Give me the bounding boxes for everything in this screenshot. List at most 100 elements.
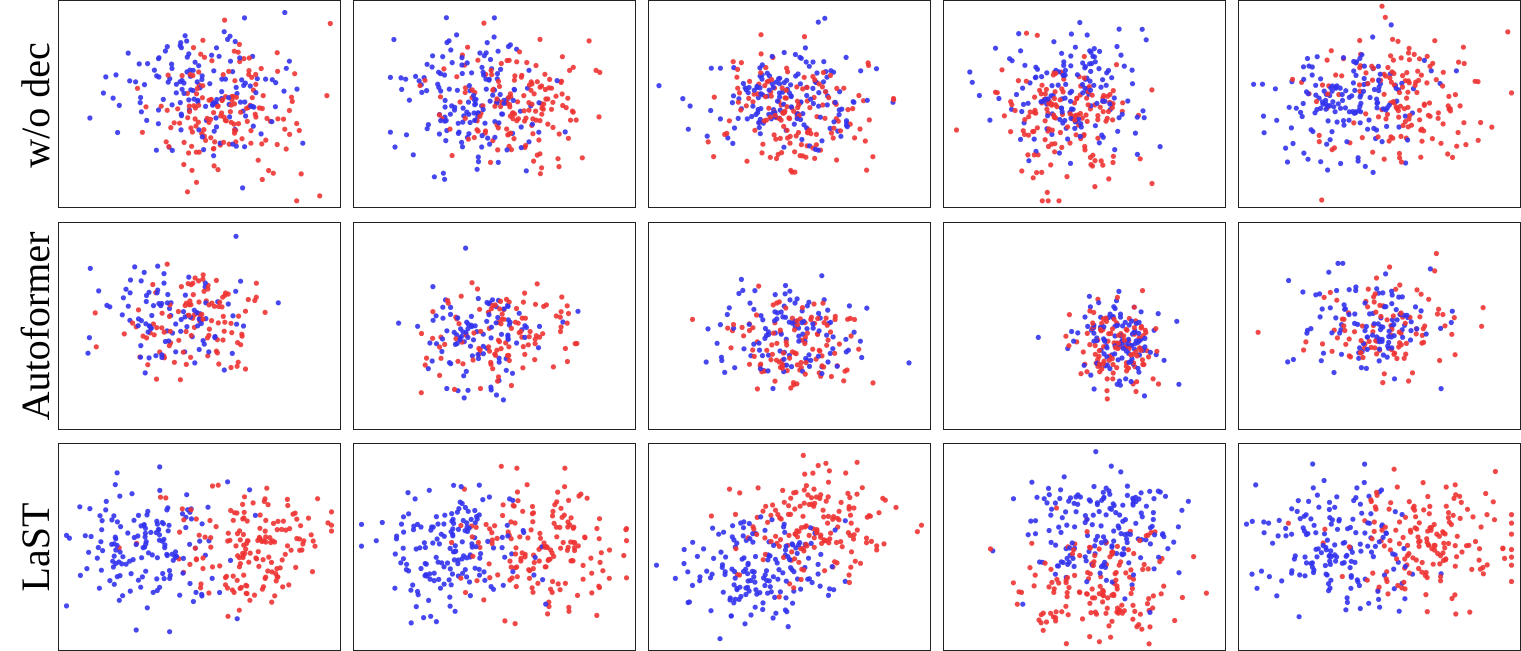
blue-point <box>1141 115 1147 121</box>
red-point <box>1067 140 1073 146</box>
red-point <box>153 376 160 382</box>
blue-point <box>1059 109 1065 115</box>
blue-point <box>450 526 456 532</box>
red-point <box>621 552 627 559</box>
blue-point <box>1380 534 1386 541</box>
red-point <box>449 152 455 159</box>
red-point <box>596 584 603 591</box>
red-point <box>870 380 876 386</box>
red-point <box>552 502 558 508</box>
blue-point <box>740 80 747 87</box>
blue-point <box>153 353 159 359</box>
red-point <box>1143 533 1149 539</box>
blue-point <box>1303 560 1310 566</box>
red-point <box>1387 538 1393 544</box>
red-point <box>211 163 217 169</box>
blue-point <box>1311 522 1317 528</box>
blue-point <box>1057 495 1063 502</box>
scatter-panel <box>1238 0 1521 208</box>
red-point <box>305 515 312 521</box>
blue-point <box>143 321 149 327</box>
blue-point <box>1092 543 1098 549</box>
red-point <box>500 512 506 519</box>
blue-point <box>1392 509 1398 515</box>
red-point <box>1391 466 1397 472</box>
blue-point <box>1098 84 1104 90</box>
red-point <box>847 494 853 501</box>
blue-point <box>1374 105 1380 111</box>
blue-point <box>139 574 145 580</box>
blue-point <box>448 582 454 588</box>
red-point <box>532 336 538 342</box>
red-point <box>1406 499 1412 505</box>
red-point <box>1386 138 1392 144</box>
red-point <box>1071 100 1078 106</box>
blue-point <box>1098 540 1104 546</box>
blue-point <box>703 359 709 365</box>
blue-point <box>1097 570 1103 576</box>
red-point <box>186 312 192 318</box>
blue-point <box>1315 546 1321 552</box>
red-point <box>231 127 238 133</box>
red-point <box>1144 601 1151 607</box>
red-point <box>1508 554 1515 560</box>
blue-point <box>704 133 710 139</box>
blue-point <box>1045 485 1052 491</box>
red-point <box>1411 51 1417 58</box>
red-point <box>851 316 858 323</box>
red-point <box>1092 552 1098 559</box>
blue-point <box>180 570 186 576</box>
red-point <box>559 91 565 97</box>
blue-point <box>1063 509 1069 515</box>
blue-point <box>116 597 122 603</box>
blue-point <box>460 570 466 576</box>
red-point <box>497 306 503 312</box>
blue-point <box>1116 378 1123 384</box>
blue-point <box>1124 492 1130 498</box>
blue-point <box>836 112 842 118</box>
blue-point <box>1124 483 1130 489</box>
red-point <box>430 309 436 315</box>
red-point <box>536 558 542 564</box>
red-point <box>193 516 199 522</box>
red-point <box>788 495 794 501</box>
blue-point <box>775 576 781 582</box>
red-point <box>789 549 795 555</box>
blue-point <box>238 278 244 284</box>
red-point <box>495 125 501 131</box>
blue-point <box>1125 336 1132 342</box>
blue-point <box>1365 520 1371 526</box>
red-point <box>220 337 226 343</box>
blue-point <box>154 73 160 79</box>
blue-point <box>156 537 162 543</box>
red-point <box>800 513 806 519</box>
red-point <box>1424 574 1430 581</box>
red-point <box>1405 50 1412 56</box>
blue-point <box>1368 549 1375 555</box>
blue-point <box>155 263 161 269</box>
blue-point <box>213 45 220 51</box>
blue-point <box>441 72 448 78</box>
red-point <box>525 342 531 348</box>
blue-point <box>421 540 427 546</box>
blue-point <box>689 582 696 589</box>
red-point <box>754 531 760 538</box>
red-point <box>1100 592 1106 598</box>
red-point <box>1452 352 1458 358</box>
red-point <box>848 564 854 570</box>
blue-point <box>825 307 831 313</box>
blue-point <box>206 349 212 355</box>
red-point <box>1387 75 1393 81</box>
blue-point <box>387 74 393 80</box>
red-point <box>498 463 504 469</box>
red-point <box>860 98 867 104</box>
blue-point <box>427 576 433 582</box>
red-point <box>1430 561 1436 567</box>
red-point <box>1065 612 1071 618</box>
red-point <box>492 351 498 357</box>
blue-point <box>444 39 450 46</box>
blue-point <box>505 533 511 539</box>
red-point <box>309 569 316 575</box>
red-point <box>226 68 232 74</box>
red-point <box>1146 354 1152 360</box>
